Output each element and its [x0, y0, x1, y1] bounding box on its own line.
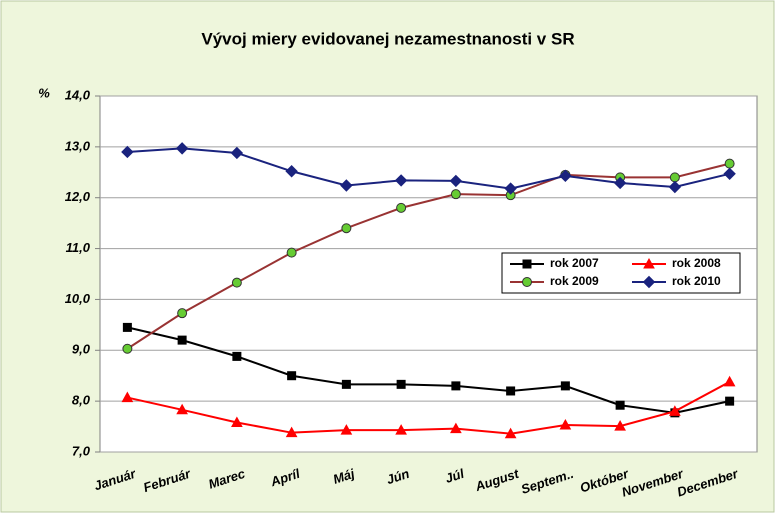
legend-box — [501, 252, 741, 294]
marker — [341, 379, 351, 389]
marker — [504, 182, 517, 195]
marker — [643, 257, 655, 269]
marker — [177, 335, 187, 345]
marker — [559, 419, 572, 430]
marker — [559, 169, 572, 183]
marker — [394, 174, 408, 187]
marker — [642, 275, 656, 289]
marker — [723, 375, 736, 387]
x-tick-label: Júl — [443, 466, 466, 486]
y-tick-label: 9,0 — [72, 342, 91, 357]
y-axis-label: % — [38, 85, 50, 100]
marker — [725, 396, 735, 406]
marker — [522, 259, 532, 269]
series-line — [127, 326, 730, 414]
marker — [451, 381, 461, 391]
marker — [340, 179, 353, 192]
legend-label: rok 2007 — [550, 256, 599, 270]
marker — [340, 424, 353, 435]
marker — [449, 174, 463, 188]
marker — [177, 308, 188, 319]
marker — [176, 403, 188, 415]
marker — [668, 180, 682, 194]
marker — [231, 416, 243, 428]
marker — [286, 247, 297, 258]
y-tick-label: 14,0 — [65, 87, 91, 102]
marker — [560, 381, 570, 391]
marker — [506, 386, 516, 396]
marker — [231, 277, 242, 288]
marker — [724, 158, 735, 169]
marker — [121, 391, 134, 403]
series-line — [127, 147, 730, 190]
marker — [522, 277, 532, 287]
marker — [122, 343, 133, 354]
series-line — [126, 162, 730, 350]
marker — [395, 424, 407, 435]
y-tick-label: 8,0 — [72, 393, 91, 408]
marker — [450, 189, 461, 200]
y-tick-label: 12,0 — [65, 189, 91, 204]
marker — [504, 427, 517, 439]
marker — [613, 176, 627, 190]
marker — [175, 142, 189, 155]
chart-title: Vývoj miery evidovanej nezamestnanosti v… — [201, 29, 574, 48]
marker — [232, 351, 242, 361]
x-tick-label: Máj — [331, 466, 357, 487]
marker — [287, 371, 297, 381]
marker — [396, 379, 406, 389]
marker — [614, 420, 626, 431]
legend-label: rok 2009 — [550, 274, 599, 288]
marker — [121, 145, 134, 159]
legend-label: rok 2010 — [672, 274, 721, 288]
marker — [669, 405, 681, 416]
series-line — [127, 380, 731, 435]
x-tick-label: Jún — [384, 466, 411, 487]
y-tick-label: 10,0 — [65, 291, 91, 306]
marker — [341, 223, 352, 234]
marker — [285, 165, 298, 178]
marker — [230, 146, 244, 160]
y-tick-label: 13,0 — [65, 138, 91, 153]
marker — [122, 322, 132, 332]
marker — [450, 422, 462, 434]
legend-label: rok 2008 — [672, 256, 721, 270]
y-tick-label: 11,0 — [66, 240, 91, 255]
marker — [615, 400, 625, 410]
marker — [396, 202, 407, 213]
marker — [285, 426, 298, 438]
y-tick-label: 7,0 — [72, 443, 91, 458]
marker — [723, 167, 736, 181]
marker — [669, 172, 680, 183]
